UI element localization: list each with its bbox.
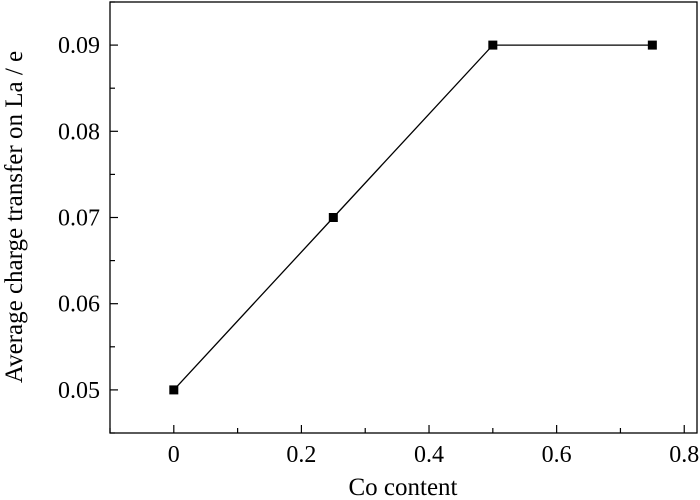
x-tick-label: 0.2 <box>286 442 316 468</box>
series-line <box>173 44 653 391</box>
series-layer <box>169 40 657 395</box>
y-axis-title: Average charge transfer on La / e <box>1 51 28 383</box>
plot-frame <box>109 1 698 434</box>
x-axis-ticks: 0 0.2 0.4 0.6 0.8 <box>109 425 699 468</box>
x-tick-label: 0.4 <box>414 442 444 468</box>
y-tick-label: 0.05 <box>58 378 100 404</box>
x-axis-title: Co content <box>348 474 457 500</box>
y-tick-label: 0.08 <box>58 119 100 145</box>
data-point-marker <box>328 213 338 222</box>
y-tick-label: 0.07 <box>58 206 100 232</box>
y-tick-label: 0.06 <box>58 292 100 318</box>
y-axis-ticks: 0.05 0.06 0.07 0.08 0.09 <box>58 1 118 434</box>
x-tick-label: 0 <box>168 442 180 468</box>
y-tick-label: 0.09 <box>58 33 100 59</box>
x-tick-label: 0.6 <box>542 442 572 468</box>
x-tick-label: 0.8 <box>669 442 699 468</box>
data-point-marker <box>169 385 179 395</box>
data-point-marker <box>488 40 498 50</box>
data-point-marker <box>647 40 657 50</box>
